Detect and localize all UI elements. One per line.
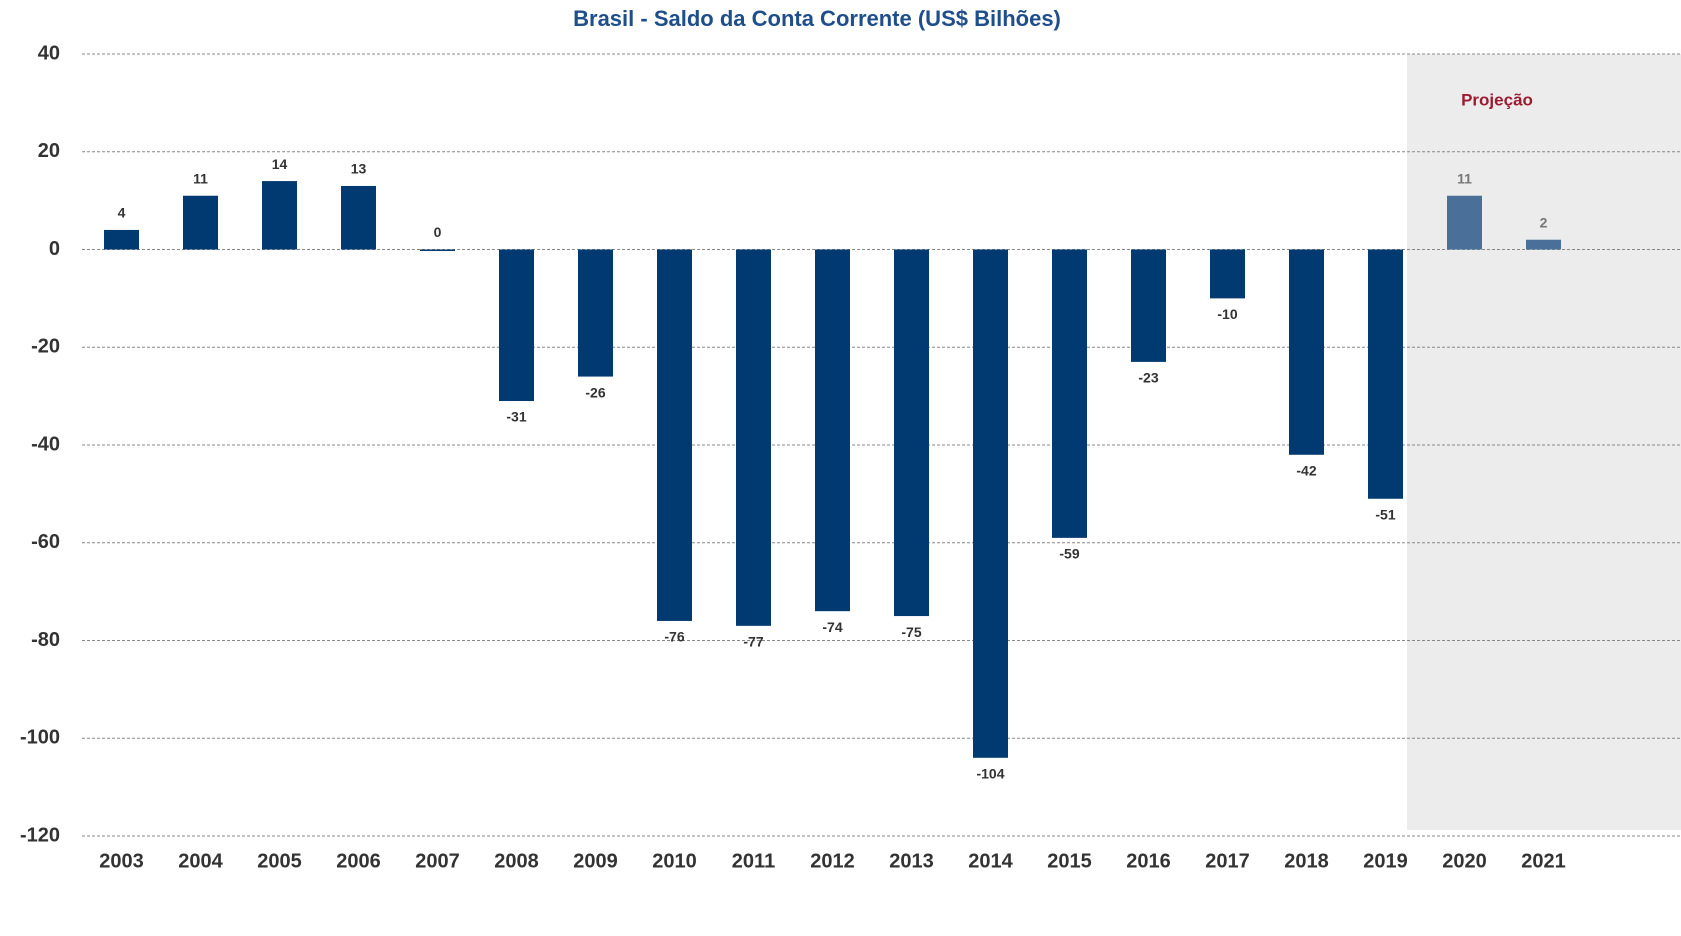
x-tick-label: 2015: [1047, 850, 1092, 872]
bar: [973, 249, 1008, 758]
value-label: -75: [901, 624, 921, 640]
y-tick-label: -100: [20, 727, 60, 749]
x-tick-label: 2020: [1442, 850, 1487, 872]
y-tick-label: -80: [31, 629, 60, 651]
y-tick-label: 40: [38, 42, 60, 64]
chart-title: Brasil - Saldo da Conta Corrente (US$ Bi…: [573, 6, 1061, 31]
x-tick-label: 2013: [889, 850, 934, 872]
bar: [1447, 195, 1482, 250]
x-tick-label: 2011: [732, 850, 775, 872]
projection-label: Projeção: [1461, 90, 1533, 109]
bar: [183, 195, 218, 250]
x-tick-label: 2012: [810, 850, 855, 872]
bar: [1289, 249, 1324, 455]
x-tick-label: 2008: [494, 850, 539, 872]
x-tick-label: 2003: [99, 850, 144, 872]
x-tick-label: 2017: [1205, 850, 1250, 872]
bar: [894, 249, 929, 617]
bar: [736, 249, 771, 626]
value-label: 14: [272, 156, 288, 172]
value-label: 13: [351, 161, 367, 177]
value-label: -51: [1375, 506, 1395, 522]
bar: [420, 249, 455, 251]
x-tick-label: 2010: [652, 850, 697, 872]
bar: [1368, 249, 1403, 499]
bar: [657, 249, 692, 621]
x-tick-label: 2019: [1363, 850, 1408, 872]
bar: [499, 249, 534, 402]
value-label: 11: [193, 170, 208, 186]
bar: [341, 185, 376, 250]
x-tick-label: 2005: [257, 850, 302, 872]
y-tick-label: -20: [31, 336, 60, 358]
y-tick-label: -40: [31, 433, 60, 455]
bar: [104, 229, 139, 250]
value-label: -26: [585, 384, 605, 400]
value-label: 4: [118, 205, 126, 221]
x-tick-label: 2006: [336, 850, 381, 872]
x-tick-label: 2014: [968, 850, 1013, 872]
value-label: -42: [1296, 462, 1316, 478]
bar: [1052, 249, 1087, 538]
bar: [262, 181, 297, 250]
value-label: 0: [434, 224, 442, 240]
x-tick-label: 2016: [1126, 850, 1171, 872]
x-tick-label: 2018: [1284, 850, 1329, 872]
bar: [1526, 239, 1561, 250]
bar: [1131, 249, 1166, 362]
x-tick-label: 2007: [415, 850, 460, 872]
y-tick-label: 20: [38, 140, 60, 162]
y-tick-label: 0: [49, 238, 60, 260]
y-tick-label: -60: [31, 531, 60, 553]
projection-region: [1407, 54, 1681, 830]
value-label: -104: [976, 766, 1004, 782]
value-label: -77: [743, 634, 763, 650]
value-label: 2: [1540, 214, 1548, 230]
x-tick-label: 2021: [1521, 850, 1566, 872]
value-label: -76: [664, 629, 684, 645]
x-tick-label: 2004: [178, 850, 223, 872]
y-tick-label: -120: [20, 824, 60, 846]
value-label: 11: [1457, 170, 1472, 186]
bar: [815, 249, 850, 612]
bar: [1210, 249, 1245, 299]
value-label: -31: [506, 409, 526, 425]
value-label: -74: [822, 619, 842, 635]
bar: [578, 249, 613, 377]
value-label: -23: [1138, 370, 1158, 386]
x-tick-label: 2009: [573, 850, 618, 872]
value-label: -59: [1059, 546, 1079, 562]
value-label: -10: [1217, 306, 1237, 322]
